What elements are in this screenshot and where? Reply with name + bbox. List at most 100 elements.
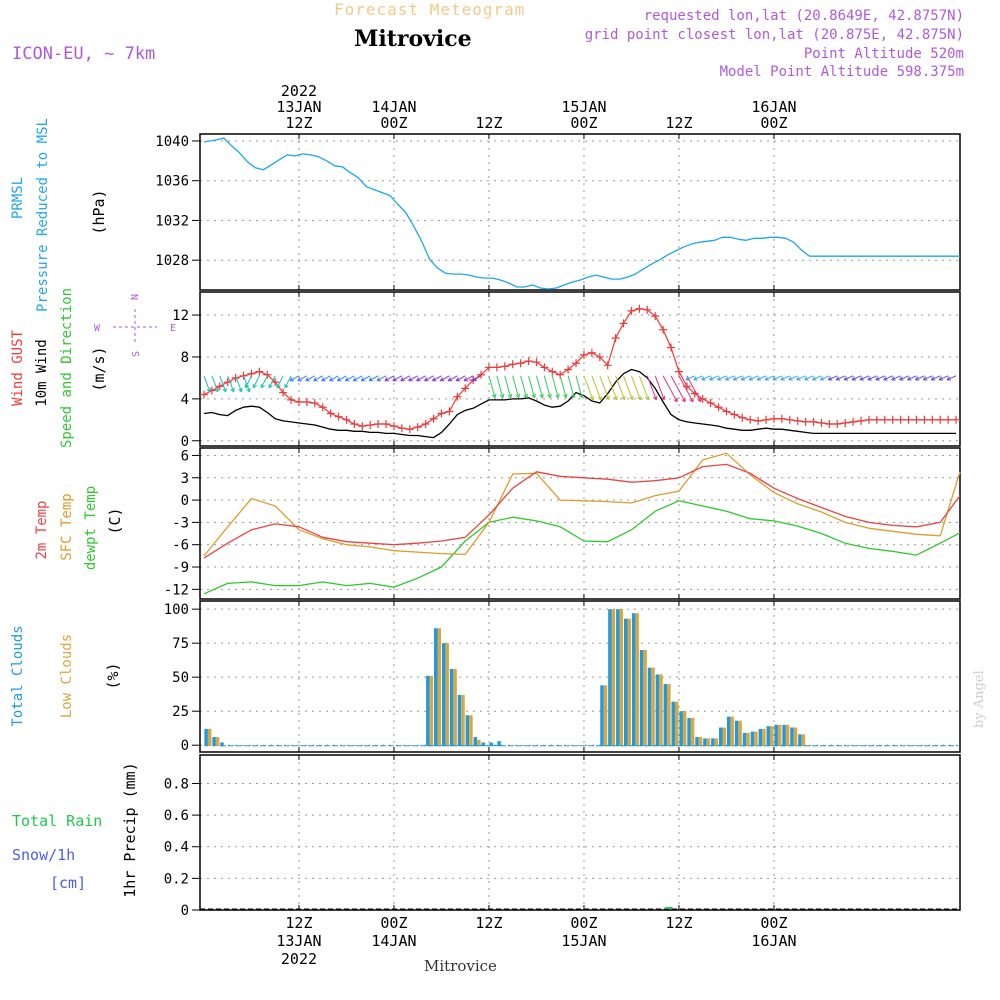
low-cloud-bar [627, 618, 631, 747]
wind-direction-arrow [245, 375, 252, 389]
wind-arrow-head [531, 393, 536, 399]
total-cloud-bar [671, 701, 675, 747]
y-tick-label: 50 [172, 670, 189, 686]
wind-direction-arrow [463, 375, 474, 382]
wind-direction-arrow [284, 375, 292, 389]
wind-direction-arrow [424, 375, 434, 382]
wind-arrow-head [637, 395, 642, 401]
y-tick-label: 1040 [155, 134, 189, 150]
wind-arrow-head [764, 376, 769, 381]
wind-arrow-head [408, 377, 413, 382]
wind-direction-arrow [804, 375, 814, 381]
wind-arrow-head [867, 376, 872, 381]
wind-arrow-head [597, 395, 602, 401]
panel-frame [199, 133, 961, 291]
temp-line-dewpt-temp [203, 500, 961, 595]
wind-direction-arrow [796, 375, 806, 381]
gust-marker [722, 407, 731, 416]
wind-direction-arrow [337, 375, 347, 382]
wind-direction-arrow [535, 375, 543, 398]
total-clouds-label: Total Clouds [10, 625, 26, 726]
wind-arrow-head [344, 377, 350, 382]
gust-marker [310, 399, 319, 408]
y-tick-label: 1028 [155, 253, 189, 269]
y-tick-label: 0 [181, 434, 189, 450]
wind-direction-arrow [243, 375, 251, 392]
wind-arrow-head [238, 387, 243, 393]
temp-unit-label: (C) [106, 507, 124, 534]
total-cloud-bar [497, 741, 501, 747]
bottom-time-label: 00Z [760, 914, 787, 932]
wind-arrow-head [547, 393, 552, 399]
y-tick-label: 1036 [155, 174, 189, 190]
top-time-label: 16JAN [751, 98, 796, 116]
wind-arrow-head [930, 376, 936, 381]
low-cloud-bar [643, 649, 647, 747]
panel-frame [199, 600, 961, 753]
gust-marker [920, 415, 929, 424]
wind-direction-arrow [235, 375, 243, 392]
pressure-label-full: Pressure Reduced to MSL [35, 118, 51, 312]
wind-arrow-head [772, 376, 777, 381]
wind-arrow-head [439, 377, 445, 382]
gust-marker [785, 415, 794, 424]
temp-line-2m-temp [203, 463, 961, 559]
wind-direction-arrow [227, 375, 235, 392]
wind-arrow-head [392, 377, 397, 382]
temp-sfc-label: SFC Temp [59, 493, 75, 560]
footer-location: Mitrovice [424, 957, 497, 975]
wind-arrow-head [697, 397, 702, 403]
low-cloud-bar [785, 724, 790, 747]
gust-marker [397, 424, 406, 433]
gust-marker [825, 420, 834, 428]
wind-arrow-head [660, 395, 666, 401]
gust-marker [572, 359, 581, 368]
gust-marker [849, 417, 858, 426]
snow-unit-label: [cm] [50, 874, 86, 892]
y-tick-label: 8 [181, 350, 189, 366]
wind-direction-arrow [488, 375, 496, 398]
wind-arrow-head [491, 393, 497, 399]
top-time-label: 00Z [760, 114, 787, 132]
wind-arrow-head [515, 393, 521, 399]
wind-arrow-head [732, 376, 738, 381]
gust-marker [334, 412, 343, 421]
wind-direction-arrow [260, 375, 268, 389]
gust-marker [263, 370, 272, 379]
wind-direction-arrow [567, 375, 575, 398]
wind-arrow-head [717, 376, 722, 381]
gust-marker [548, 367, 557, 376]
gust-marker [382, 420, 391, 428]
gust-marker [358, 422, 367, 431]
model-point-altitude: Model Point Altitude 598.375m [719, 64, 964, 80]
total-cloud-bar [734, 720, 739, 747]
low-cloud-bar [651, 667, 655, 747]
total-cloud-bar [663, 683, 668, 747]
low-cloud-bar [801, 734, 806, 747]
y-tick-label: 1032 [155, 213, 189, 229]
total-cloud-bar [473, 737, 478, 747]
point-altitude: Point Altitude 520m [803, 46, 964, 62]
gust-marker [833, 420, 842, 428]
wind-direction-arrow [276, 375, 284, 389]
total-cloud-bar [608, 609, 612, 747]
gust-marker [659, 325, 668, 334]
wind-arrow-head [463, 377, 469, 382]
wind-direction-arrow [432, 375, 442, 382]
gust-marker [896, 415, 905, 424]
low-cloud-bar [611, 609, 616, 747]
gust-marker [437, 409, 446, 418]
wind-arrow-head [297, 377, 302, 382]
wind-arrow-head [321, 377, 326, 382]
total-cloud-bar [426, 675, 430, 747]
wind-direction-arrow [575, 375, 583, 398]
total-cloud-bar [774, 724, 778, 747]
low-cloud-bar [754, 731, 758, 747]
panel-frame [199, 447, 961, 600]
bottom-time-label: 12Z [475, 914, 502, 932]
gust-marker [595, 352, 604, 361]
precip-unit-label: 1hr Precip (mm) [121, 762, 139, 897]
wind-direction-arrow [654, 375, 665, 400]
wind-direction-arrow [329, 375, 339, 382]
panel-precip: 0 0.2 0.4 0.6 0.8 [164, 754, 961, 919]
